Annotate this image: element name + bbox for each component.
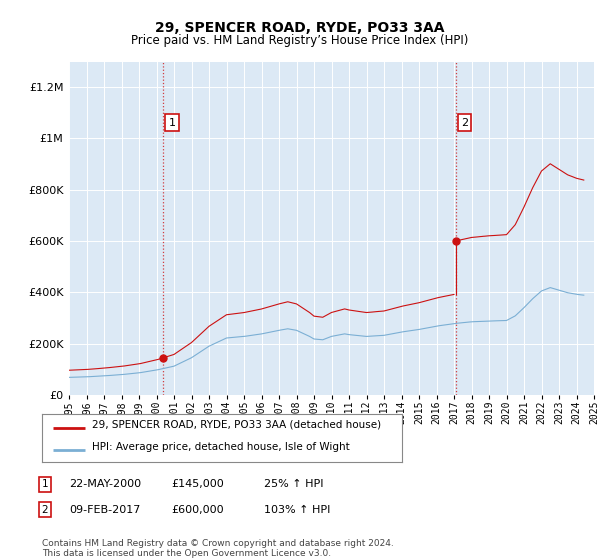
Text: 22-MAY-2000: 22-MAY-2000 (69, 479, 141, 489)
Text: 2: 2 (461, 118, 468, 128)
Text: 25% ↑ HPI: 25% ↑ HPI (264, 479, 323, 489)
Text: 1: 1 (169, 118, 175, 128)
Text: £600,000: £600,000 (171, 505, 224, 515)
Text: 1: 1 (41, 479, 49, 489)
Text: 09-FEB-2017: 09-FEB-2017 (69, 505, 140, 515)
Text: Contains HM Land Registry data © Crown copyright and database right 2024.
This d: Contains HM Land Registry data © Crown c… (42, 539, 394, 558)
Text: Price paid vs. HM Land Registry’s House Price Index (HPI): Price paid vs. HM Land Registry’s House … (131, 34, 469, 46)
Text: HPI: Average price, detached house, Isle of Wight: HPI: Average price, detached house, Isle… (92, 442, 350, 452)
Text: 29, SPENCER ROAD, RYDE, PO33 3AA: 29, SPENCER ROAD, RYDE, PO33 3AA (155, 21, 445, 35)
Text: 2: 2 (41, 505, 49, 515)
Text: 29, SPENCER ROAD, RYDE, PO33 3AA (detached house): 29, SPENCER ROAD, RYDE, PO33 3AA (detach… (92, 419, 382, 430)
Text: 103% ↑ HPI: 103% ↑ HPI (264, 505, 331, 515)
Text: £145,000: £145,000 (171, 479, 224, 489)
